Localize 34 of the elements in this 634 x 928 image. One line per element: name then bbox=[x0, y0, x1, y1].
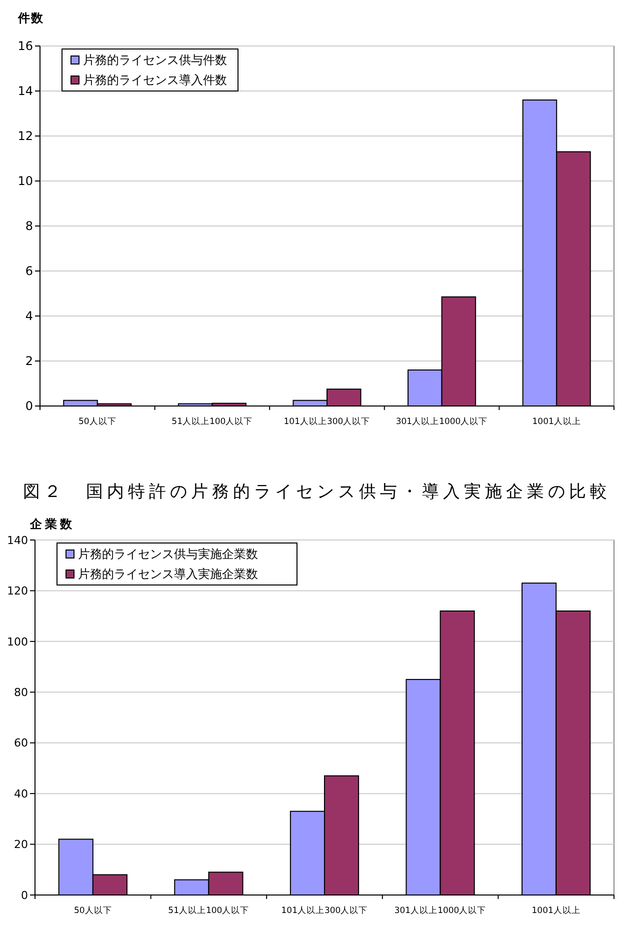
x-tick-label: 1001人以上 bbox=[532, 905, 580, 916]
y-tick-label: 140 bbox=[7, 534, 28, 547]
x-tick-label: 50人以下 bbox=[74, 905, 112, 916]
y-tick-label: 0 bbox=[21, 888, 28, 902]
y-tick-label: 60 bbox=[14, 736, 28, 750]
y-tick-label: 2 bbox=[25, 354, 33, 368]
y-tick-label: 40 bbox=[14, 787, 28, 800]
x-tick-label: 1001人以上 bbox=[532, 416, 581, 427]
x-tick-label: 101人以上300人以下 bbox=[284, 416, 370, 427]
y-tick-label: 10 bbox=[18, 174, 33, 188]
legend-label: 片務的ライセンス供与件数 bbox=[83, 53, 227, 68]
legend-label: 片務的ライセンス導入件数 bbox=[83, 73, 227, 88]
legend-label: 片務的ライセンス導入実施企業数 bbox=[78, 567, 258, 582]
y-tick-label: 4 bbox=[25, 309, 33, 324]
x-tick-label: 101人以上300人以下 bbox=[281, 905, 368, 916]
y-tick-label: 16 bbox=[18, 39, 33, 54]
y-tick-label: 100 bbox=[7, 635, 28, 648]
y-axis-title: 企業数 bbox=[29, 517, 75, 531]
y-tick-label: 14 bbox=[18, 84, 33, 98]
y-axis-title: 件数 bbox=[17, 11, 44, 25]
x-tick-label: 301人以上1000人以下 bbox=[394, 905, 486, 916]
chart-title: 図２ 国内特許の片務的ライセンス供与・導入実施企業の比較 bbox=[23, 482, 611, 502]
legend-label: 片務的ライセンス供与実施企業数 bbox=[78, 547, 258, 562]
y-tick-label: 6 bbox=[25, 264, 33, 278]
y-tick-label: 0 bbox=[25, 399, 33, 414]
x-tick-label: 51人以上100人以下 bbox=[168, 905, 250, 916]
y-tick-label: 120 bbox=[7, 584, 28, 598]
y-tick-label: 20 bbox=[14, 838, 28, 852]
x-tick-label: 51人以上100人以下 bbox=[172, 416, 253, 427]
y-tick-label: 80 bbox=[14, 686, 28, 699]
y-tick-label: 12 bbox=[18, 129, 33, 144]
x-tick-label: 50人以下 bbox=[78, 416, 116, 427]
x-tick-label: 301人以上1000人以下 bbox=[396, 416, 488, 427]
y-tick-label: 8 bbox=[25, 219, 33, 234]
